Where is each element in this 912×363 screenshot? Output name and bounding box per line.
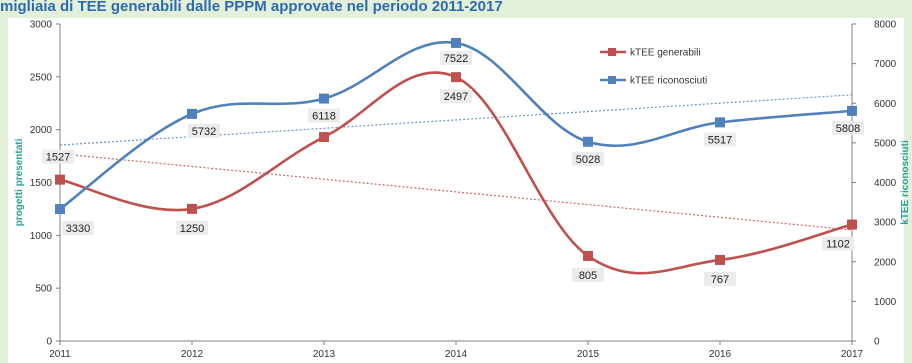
x-tick-label: 2012: [181, 349, 204, 360]
data-label-bg-blue: [704, 132, 736, 147]
y-tick-label-right: 2000: [874, 257, 897, 268]
data-point-blue: [55, 204, 65, 215]
legend-marker-blue: [608, 76, 616, 84]
y-tick-label-right: 6000: [874, 99, 897, 110]
data-point-blue: [847, 105, 857, 116]
data-point-red: [451, 72, 461, 83]
x-tick-label: 2017: [841, 349, 864, 360]
data-label-bg-red: [704, 271, 736, 286]
y-tick-label-left: 500: [35, 284, 52, 295]
data-label-bg-red: [42, 149, 74, 164]
x-tick-label: 2013: [313, 349, 336, 360]
chart-title: migliaia di TEE generabili dalle PPPM ap…: [0, 0, 503, 15]
y-tick-label-left: 3000: [30, 20, 53, 31]
y-axis-title-left: progetti presentati: [14, 138, 25, 226]
data-point-red: [55, 174, 65, 185]
data-label-red: 805: [579, 270, 597, 282]
y-tick-label-right: 4000: [874, 178, 897, 189]
x-tick-label: 2014: [445, 349, 468, 360]
data-point-red: [715, 254, 725, 265]
data-point-blue: [187, 108, 197, 119]
legend-label-red: kTEE generabili: [630, 48, 701, 59]
data-point-blue: [583, 136, 593, 147]
data-label-bg-red: [572, 267, 604, 282]
data-label-bg-red: [822, 236, 854, 251]
y-tick-label-right: 7000: [874, 59, 897, 70]
x-tick-label: 2011: [49, 349, 71, 360]
data-label-red: 1102: [826, 239, 850, 251]
data-point-blue: [451, 37, 461, 48]
data-point-blue: [715, 117, 725, 128]
y-tick-label-right: 5000: [874, 138, 897, 149]
y-tick-label-right: 0: [874, 337, 880, 348]
data-label-bg-blue: [62, 221, 94, 236]
x-tick-label: 2016: [709, 349, 732, 360]
legend-marker-red: [608, 48, 616, 56]
series-line-blue: [59, 40, 853, 211]
data-point-blue: [319, 93, 329, 104]
y-tick-label-left: 2000: [30, 125, 53, 136]
data-label-blue: 7522: [444, 53, 468, 65]
trendline-red: [59, 153, 853, 231]
y-tick-label-left: 0: [46, 337, 52, 348]
data-label-bg-red: [440, 89, 472, 104]
legend-label-blue: kTEE riconosciuti: [630, 76, 707, 87]
data-label-blue: 3330: [66, 223, 90, 235]
data-label-bg-blue: [440, 50, 472, 65]
data-label-red: 1250: [180, 223, 204, 235]
data-label-bg-blue: [308, 108, 340, 123]
data-label-blue: 5732: [192, 126, 216, 138]
data-label-blue: 6118: [312, 111, 336, 123]
data-label-blue: 5808: [836, 123, 860, 135]
data-point-red: [319, 132, 329, 143]
data-label-red: 1527: [46, 152, 70, 164]
data-label-bg-blue: [832, 120, 864, 135]
y-tick-label-left: 1500: [30, 178, 53, 189]
data-label-bg-red: [176, 220, 208, 235]
y-tick-label-right: 3000: [874, 218, 897, 229]
data-label-blue: 5028: [576, 154, 600, 166]
data-label-red: 2497: [444, 91, 468, 103]
data-point-red: [847, 219, 857, 230]
data-label-red: 767: [711, 274, 729, 286]
y-tick-label-left: 1000: [30, 231, 53, 242]
data-point-red: [583, 250, 593, 261]
y-tick-label-right: 1000: [874, 297, 897, 308]
y-tick-label-right: 8000: [874, 20, 897, 31]
data-label-bg-blue: [572, 151, 604, 166]
y-axis-title-right: kTEE riconosciuti: [900, 140, 911, 225]
data-label-blue: 5517: [708, 134, 732, 146]
data-point-red: [187, 203, 197, 214]
data-label-bg-blue: [188, 123, 220, 138]
x-tick-label: 2015: [577, 349, 600, 360]
y-tick-label-left: 2500: [30, 72, 53, 83]
